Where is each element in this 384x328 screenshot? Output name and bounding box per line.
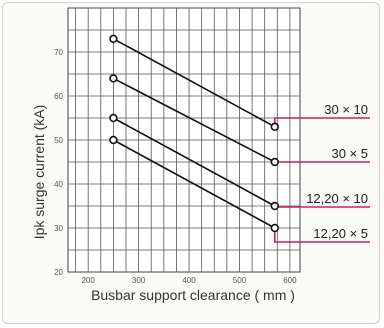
series-line <box>113 38 276 128</box>
y-tick-label: 50 <box>54 136 63 145</box>
series-label: 30 × 5 <box>331 146 368 161</box>
data-point <box>109 113 118 123</box>
data-point <box>270 157 279 167</box>
data-point <box>270 223 279 233</box>
x-tick-label: 500 <box>233 276 247 285</box>
series-callout-line <box>273 228 370 243</box>
x-tick-label: 600 <box>283 276 297 285</box>
series-label: 12,20 × 10 <box>306 191 368 206</box>
data-point <box>109 34 118 43</box>
series-label: 30 × 10 <box>324 102 368 117</box>
y-tick-label: 70 <box>54 48 63 57</box>
grid <box>67 7 301 273</box>
tick-labels: 200 300 400 500 600 20 30 40 50 60 70 <box>54 48 297 285</box>
y-axis-label: Ipk surge current (kA) <box>31 105 47 240</box>
y-tick-label: 30 <box>54 224 63 233</box>
x-tick-label: 300 <box>132 276 146 285</box>
y-tick-label: 60 <box>54 92 63 101</box>
series-lines <box>109 34 279 233</box>
data-point <box>270 122 279 132</box>
series-line <box>113 77 276 163</box>
x-tick-label: 200 <box>81 276 95 285</box>
series-label: 12,20 × 5 <box>313 226 368 241</box>
y-tick-label: 40 <box>54 180 63 189</box>
data-point <box>109 74 118 83</box>
y-tick-label: 20 <box>54 268 63 277</box>
data-point <box>109 135 118 145</box>
series-line <box>113 139 276 229</box>
series-line <box>113 117 276 207</box>
data-point <box>270 201 279 211</box>
x-axis-label: Busbar support clearance ( mm ) <box>91 287 295 303</box>
x-tick-label: 400 <box>182 276 196 285</box>
